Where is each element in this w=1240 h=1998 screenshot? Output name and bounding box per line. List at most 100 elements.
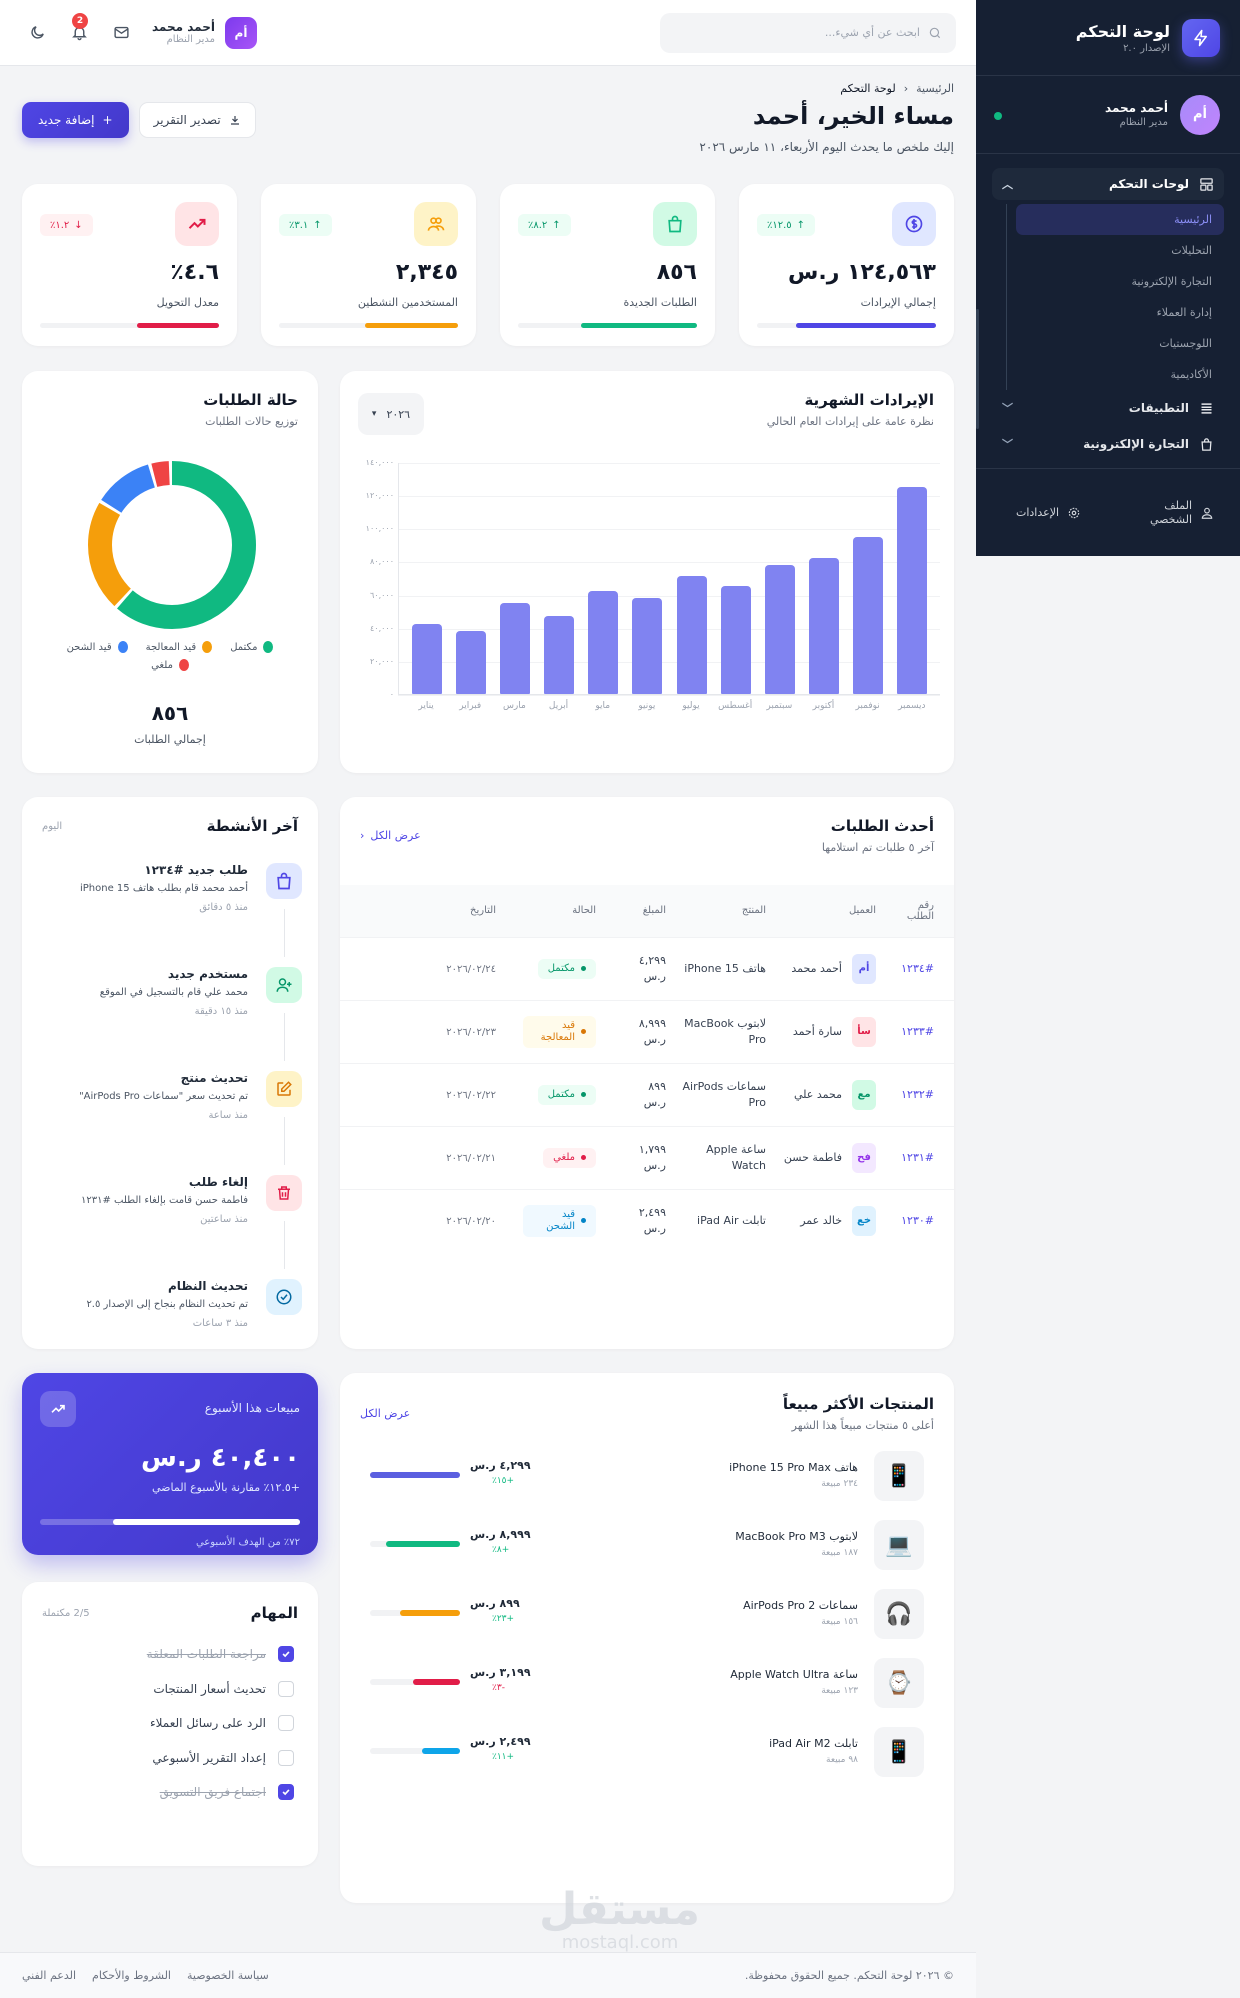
x-axis-label: سبتمبر (766, 701, 793, 711)
x-axis-label: يونيو (638, 701, 656, 711)
year-select[interactable]: ٢٠٢٦ ▾ (358, 393, 424, 435)
gridline (398, 562, 940, 564)
order-id-link[interactable]: #١٢٣٠ (901, 1214, 934, 1228)
sidebar-group-dashboards[interactable]: لوحات التحكم ︿ (992, 168, 1224, 200)
bar[interactable] (632, 597, 663, 694)
gridline (398, 661, 940, 663)
sidebar-user[interactable]: أم أحمد محمد مدير النظام (976, 76, 1240, 154)
sidebar-subitem[interactable]: التجارة الإلكترونية (1131, 275, 1213, 288)
task-item[interactable]: اجتماع فريق التسويق (46, 1780, 294, 1804)
sidebar-scrollbar[interactable] (976, 309, 979, 429)
donut-segment[interactable] (88, 461, 256, 629)
table-header-row: رقم الطلب العميل المنتج المبلغ الحالة التاريخ (340, 885, 954, 937)
bar[interactable] (456, 631, 487, 694)
table-row[interactable]: #١٢٣٠ خع خالد عمر تابلت iPad Air ٢,٤٩٩ ر.… (340, 1188, 954, 1252)
add-new-button[interactable]: + إضافة جديد (22, 102, 129, 138)
messages-button[interactable] (110, 22, 132, 44)
export-report-button[interactable]: تصدير التقرير (138, 102, 256, 138)
settings-link[interactable]: الإعدادات (1016, 506, 1081, 520)
task-item[interactable]: تحديث أسعار المنتجات (46, 1677, 294, 1701)
bar[interactable] (500, 602, 531, 694)
legend-item: قيد المعالجة (146, 641, 213, 653)
chevron-left-icon: ‹ (360, 829, 365, 842)
order-id-link[interactable]: #١٢٣١ (901, 1151, 934, 1164)
terms-link[interactable]: الشروط والأحكام (92, 1969, 171, 1982)
order-id-link[interactable]: #١٢٣٣ (901, 1025, 934, 1038)
table-row[interactable]: #١٢٣٢ مع محمد علي سماعات AirPods Pro ٨٩٩ … (340, 1062, 954, 1126)
bar[interactable] (852, 536, 883, 694)
sidebar-subitem[interactable]: اللوجستيات (1159, 337, 1212, 350)
bar[interactable] (808, 558, 839, 694)
product-item[interactable]: 📱 هاتف iPhone 15 Pro Max ٢٣٤ مبيعة ٤,٢٩٩… (370, 1451, 924, 1507)
profile-link[interactable]: الملف الشخصي (1142, 499, 1214, 526)
product-item[interactable]: 📱 تابلت iPad Air M2 ٩٨ مبيعة ٢,٤٩٩ ر.س +… (370, 1727, 924, 1783)
sidebar-subitem[interactable]: الأكاديمية (1170, 368, 1212, 381)
timeline-line (284, 1221, 285, 1269)
breadcrumb-home[interactable]: الرئيسية (916, 82, 954, 95)
change-badge: ↑ ٣.١٪ (279, 214, 332, 236)
sidebar-subitem[interactable]: إدارة العملاء (1156, 306, 1212, 319)
sidebar-item-ecommerce[interactable]: التجارة الإلكترونية ﹀ (992, 426, 1224, 462)
user-menu[interactable]: أم أحمد محمد مدير النظام (152, 16, 257, 49)
task-checkbox[interactable] (278, 1749, 294, 1766)
task-item[interactable]: إعداد التقرير الأسبوعي (46, 1746, 294, 1770)
x-axis-label: فبراير (459, 701, 482, 711)
search-input[interactable]: ابحث عن أي شيء... (660, 12, 956, 53)
table-row[interactable]: #١٢٣٣ سأ سارة أحمد لابتوب MacBook Pro ٨,٩… (340, 999, 954, 1063)
product-change: +١٥٪ (492, 1476, 515, 1486)
list-icon (1201, 402, 1212, 414)
order-id-link[interactable]: #١٢٣٤ (901, 962, 934, 975)
product-price: ٨٩٩ ر.س (470, 1597, 520, 1610)
bar[interactable] (720, 586, 751, 694)
avatar: أم (1180, 94, 1220, 135)
gridline (398, 529, 940, 531)
sidebar-item-apps[interactable]: التطبيقات ﹀ (992, 390, 1224, 426)
bar[interactable] (588, 591, 619, 694)
bar[interactable] (544, 616, 575, 694)
task-checkbox[interactable] (278, 1715, 294, 1731)
product-name: لابتوب MacBook Pro M3 (735, 1530, 858, 1543)
privacy-link[interactable]: سياسة الخصوصية (186, 1969, 269, 1982)
task-checkbox[interactable] (278, 1646, 294, 1662)
product-item[interactable]: 🎧 سماعات AirPods Pro 2 ١٥٦ مبيعة ٨٩٩ ر.س… (370, 1589, 924, 1645)
view-all-products-link[interactable]: عرض الكل (360, 1407, 410, 1420)
product-name: سماعات AirPods Pro 2 (743, 1599, 858, 1612)
activity-description: محمد علي قام بالتسجيل في الموقع (99, 987, 248, 998)
bar[interactable] (896, 486, 927, 694)
bar[interactable] (412, 624, 443, 694)
gridline (398, 463, 940, 464)
product-change: +٢٣٪ (492, 1614, 515, 1624)
chevron-up-icon: ︿ (1002, 178, 1013, 191)
order-id-link[interactable]: #١٢٣٢ (901, 1088, 934, 1101)
product-progress-fill (413, 1679, 460, 1685)
card-subtitle: توزيع حالات الطلبات (205, 415, 298, 428)
card-subtitle: أعلى ٥ منتجات مبيعاً هذا الشهر (791, 1419, 934, 1432)
table-row[interactable]: #١٢٣٤ أم أحمد محمد هاتف iPhone 15 ٤,٢٩٩ ر… (340, 936, 954, 1000)
year-value: ٢٠٢٦ (386, 407, 411, 421)
task-item[interactable]: الرد على رسائل العملاء (46, 1711, 294, 1735)
view-all-orders-link[interactable]: عرض الكل ‹ (360, 829, 421, 842)
stat-progress-bar (757, 323, 936, 328)
task-checkbox[interactable] (278, 1784, 294, 1800)
chevron-down-icon: ▾ (371, 409, 377, 419)
activity-title: طلب جديد #١٢٣٤ (144, 863, 248, 877)
product-item[interactable]: 💻 لابتوب MacBook Pro M3 ١٨٧ مبيعة ٨,٩٩٩ … (370, 1520, 924, 1576)
weekly-progress-fill (112, 1519, 300, 1525)
task-checkbox[interactable] (278, 1680, 294, 1697)
support-link[interactable]: الدعم الفني (22, 1969, 77, 1982)
table-row[interactable]: #١٢٣١ فح فاطمة حسن ساعة Apple Watch ١,٧٩٩… (340, 1125, 954, 1189)
amount: ٨,٩٩٩ ر.س (638, 1016, 666, 1046)
notifications-button[interactable]: 2 (68, 12, 90, 44)
donut-segment[interactable] (88, 461, 256, 629)
main-content: الرئيسية ‹ لوحة التحكم مساء الخير، أحمد … (22, 66, 954, 176)
dark-mode-toggle[interactable] (26, 22, 48, 44)
sidebar-subitem[interactable]: التحليلات (1171, 244, 1212, 257)
view-all-label: عرض الكل (370, 829, 421, 842)
sidebar-subitem[interactable]: الرئيسية (1016, 204, 1224, 235)
y-axis-tick: ١٠٠,٠٠٠ (365, 524, 394, 534)
product-progress-bar (370, 1748, 460, 1754)
bar[interactable] (676, 576, 707, 694)
task-item[interactable]: مراجعة الطلبات المعلقة (46, 1642, 294, 1666)
product-item[interactable]: ⌚ ساعة Apple Watch Ultra ١٢٣ مبيعة ٣,١٩٩… (370, 1658, 924, 1714)
bar[interactable] (764, 564, 795, 694)
